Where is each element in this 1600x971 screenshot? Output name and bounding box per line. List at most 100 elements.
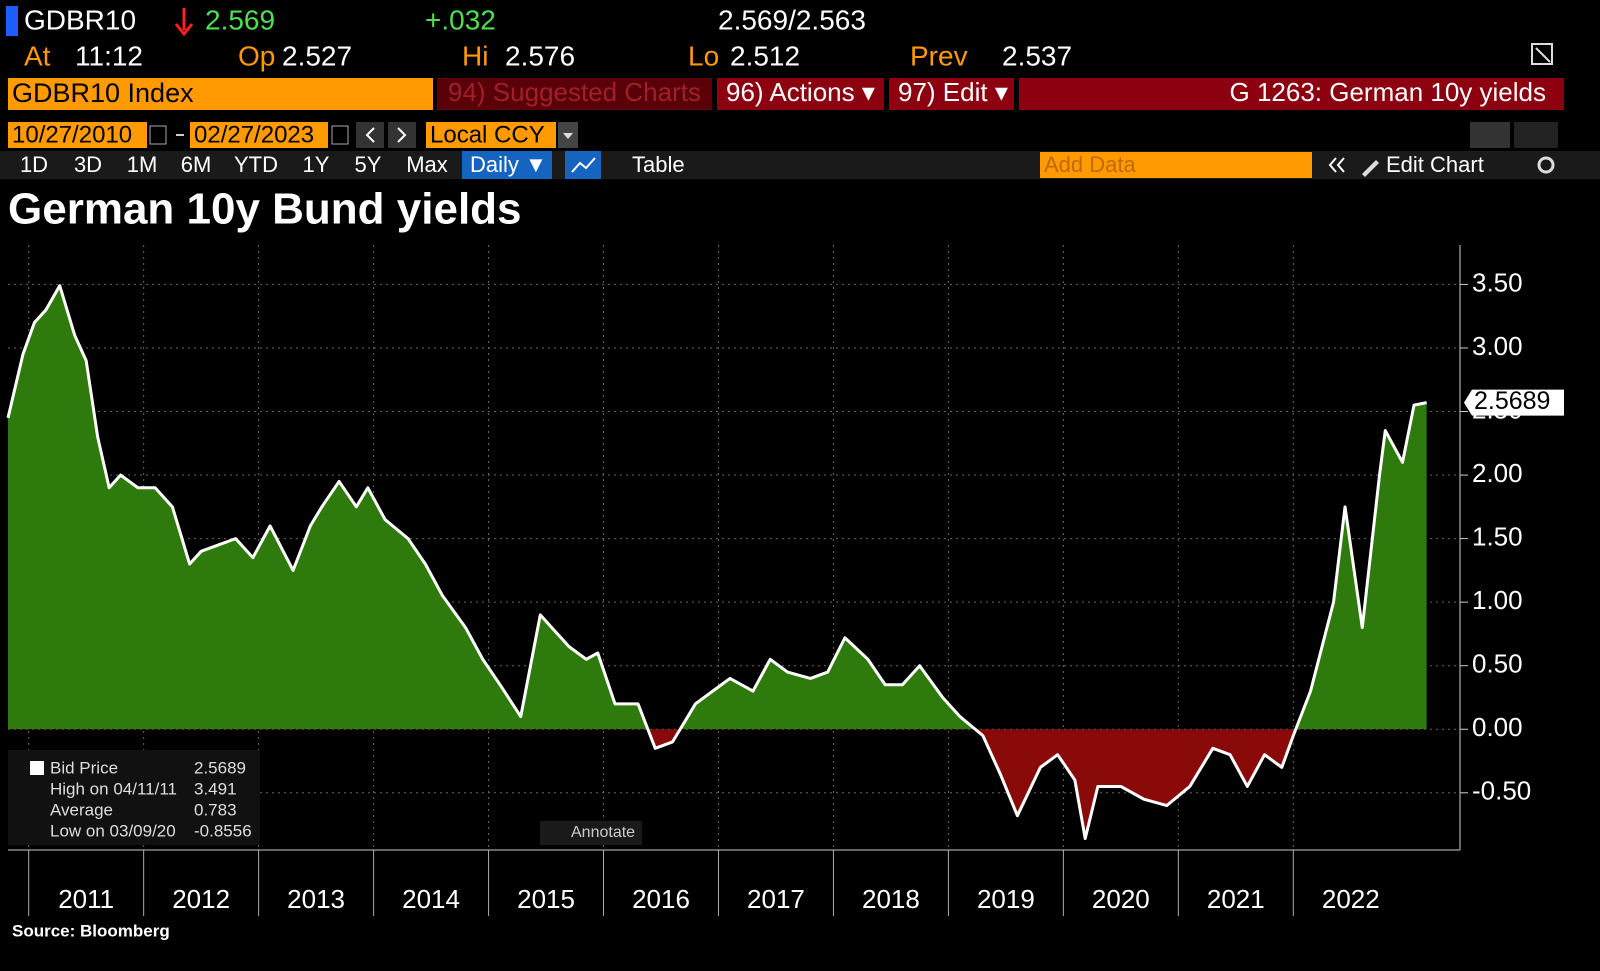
popout-icon[interactable] <box>1531 43 1553 65</box>
value: 2.527 <box>282 40 352 71</box>
actions-button[interactable] <box>717 78 884 110</box>
annotate[interactable]: Annotate <box>571 824 635 841</box>
value: 2.537 <box>1002 40 1072 71</box>
chevron <box>365 127 375 143</box>
negative-area <box>647 729 1296 839</box>
frequency-button[interactable] <box>462 151 552 179</box>
y-tick-label: 0.00 <box>1472 712 1523 742</box>
ticker-marker <box>6 6 18 36</box>
caret <box>563 133 573 139</box>
y-tick-label: 1.00 <box>1472 585 1523 615</box>
annotate-button[interactable] <box>540 821 642 845</box>
y-tick-label: 2.00 <box>1472 458 1523 488</box>
chart-title: German 10y Bund yields <box>8 185 522 234</box>
y-tick-label: 3.00 <box>1472 331 1523 361</box>
redo-button[interactable] <box>1514 122 1558 148</box>
period-button[interactable]: 1Y <box>303 152 330 177</box>
last-value-label: 2.5689 <box>1474 387 1550 415</box>
period-button[interactable]: 1D <box>20 152 48 177</box>
x-tick-label: 2013 <box>287 884 345 914</box>
toolbar <box>0 151 1600 179</box>
pencil-icon <box>1362 160 1379 177</box>
actions[interactable]: 96) Actions ▾ <box>726 77 875 107</box>
period-button[interactable]: YTD <box>234 152 278 177</box>
collapse-icon[interactable] <box>1328 157 1345 173</box>
period-button[interactable]: 3D <box>74 152 102 177</box>
x-tick-label: 2014 <box>402 884 460 914</box>
end-date[interactable]: 02/27/2023 <box>194 121 314 148</box>
value: 2.576 <box>505 40 575 71</box>
label: Prev <box>910 40 968 71</box>
date-box[interactable] <box>8 122 147 148</box>
frequency[interactable]: Daily ▼ <box>470 152 547 177</box>
source: Source: Bloomberg <box>12 921 170 940</box>
label: Lo <box>688 40 719 71</box>
legend-label: Low on 03/09/20 <box>50 821 176 840</box>
down-arrow <box>174 8 194 37</box>
table-button[interactable]: Table <box>632 152 685 177</box>
currency-box[interactable] <box>426 122 556 148</box>
value: 11:12 <box>75 40 143 71</box>
edit[interactable]: 97) Edit ▾ <box>898 77 1008 107</box>
chevron <box>397 127 407 143</box>
edit-chart[interactable]: Edit Chart <box>1386 152 1484 177</box>
x-tick-label: 2022 <box>1322 884 1380 914</box>
date-box[interactable] <box>190 122 328 148</box>
y-tick-label: 1.50 <box>1472 521 1523 551</box>
x-tick-label: 2011 <box>58 884 114 914</box>
calendar-icon[interactable] <box>149 125 167 145</box>
x-tick-label: 2020 <box>1092 884 1150 914</box>
last-price: 2.569 <box>205 4 275 35</box>
last-value-box <box>1464 389 1564 416</box>
prev-button[interactable] <box>356 122 384 148</box>
x-tick-label: 2012 <box>172 884 230 914</box>
currency[interactable]: Local CCY <box>430 121 545 148</box>
security-box[interactable] <box>8 78 433 110</box>
x-tick-label: 2018 <box>862 884 920 914</box>
security[interactable]: GDBR10 Index <box>12 78 194 108</box>
ticker: GDBR10 <box>24 4 136 35</box>
settings-icon[interactable] <box>1537 156 1555 174</box>
suggested[interactable]: 94) Suggested Charts <box>448 77 701 107</box>
x-tick-label: 2019 <box>977 884 1035 914</box>
label: Op <box>238 40 275 71</box>
period-button[interactable]: 5Y <box>355 152 382 177</box>
legend-label: Bid Price <box>50 758 118 777</box>
undo-button[interactable] <box>1470 122 1510 148</box>
x-tick-label: 2017 <box>747 884 805 914</box>
yield-line <box>6 284 1427 841</box>
next-button[interactable] <box>388 122 416 148</box>
edit-button[interactable] <box>889 78 1014 110</box>
legend-label: High on 04/11/11 <box>50 779 177 798</box>
x-tick-label: 2021 <box>1207 884 1265 914</box>
label: At <box>24 40 51 71</box>
legend-value: -0.8556 <box>194 821 252 840</box>
period-button[interactable]: 6M <box>181 152 212 177</box>
page-bar <box>1019 78 1564 110</box>
suggested-button[interactable] <box>437 78 712 110</box>
add-data[interactable]: Add Data <box>1044 152 1136 177</box>
y-tick-label: 0.50 <box>1472 649 1523 679</box>
positive-area <box>8 285 1427 730</box>
calendar-icon[interactable] <box>331 125 349 145</box>
legend-label: Average <box>50 800 113 819</box>
legend-value: 3.491 <box>194 779 237 798</box>
x-tick-label: 2015 <box>517 884 575 914</box>
start-date[interactable]: 10/27/2010 <box>12 121 132 148</box>
y-tick-label: -0.50 <box>1472 776 1531 806</box>
chart-icon <box>571 157 596 173</box>
page-title: G 1263: German 10y yields <box>1230 77 1547 107</box>
label: Hi <box>462 40 488 71</box>
period-button[interactable]: Max <box>406 152 448 177</box>
x-tick-label: 2016 <box>632 884 690 914</box>
legend-swatch <box>30 761 44 775</box>
legend-value: 2.5689 <box>194 758 246 777</box>
period-button[interactable]: 1M <box>127 152 158 177</box>
bid-ask: 2.569/2.563 <box>718 4 866 35</box>
dash <box>176 134 184 136</box>
legend-value: 0.783 <box>194 800 237 819</box>
add-data-box[interactable] <box>1040 152 1312 178</box>
change: +.032 <box>425 4 496 35</box>
y-tick-label: 3.50 <box>1472 267 1523 297</box>
